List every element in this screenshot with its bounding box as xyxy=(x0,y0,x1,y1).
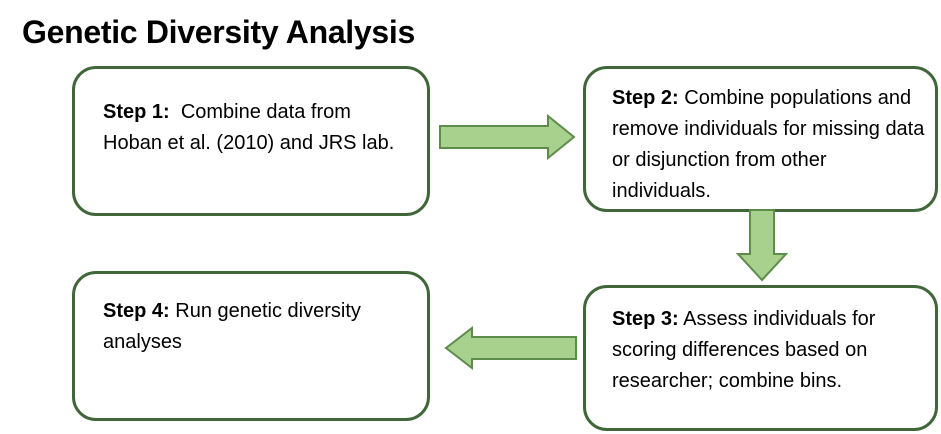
arrow-left-icon xyxy=(444,326,577,370)
step-3-label: Step 3: xyxy=(612,308,679,330)
step-4-label: Step 4: xyxy=(103,300,170,322)
step-1-label: Step 1: xyxy=(103,101,170,123)
step-1-text: Combine data from Hoban et al. (2010) an… xyxy=(103,101,395,154)
step-2-box: Step 2: Combine populations and remove i… xyxy=(583,66,938,212)
arrow-right-icon xyxy=(439,114,576,160)
diagram-title: Genetic Diversity Analysis xyxy=(22,14,415,50)
step-4-text: Run genetic diversity analyses xyxy=(103,300,361,353)
step-2-text: Combine populations and remove individua… xyxy=(612,87,925,202)
step-3-box: Step 3: Assess individuals for scoring d… xyxy=(583,285,938,431)
step-4-box: Step 4: Run genetic diversity analyses xyxy=(72,271,430,421)
arrow-down-icon xyxy=(736,209,788,282)
step-2-label: Step 2: xyxy=(612,87,679,109)
step-3-text: Assess individuals for scoring differenc… xyxy=(612,308,876,392)
step-1-box: Step 1: Combine data from Hoban et al. (… xyxy=(72,66,430,216)
